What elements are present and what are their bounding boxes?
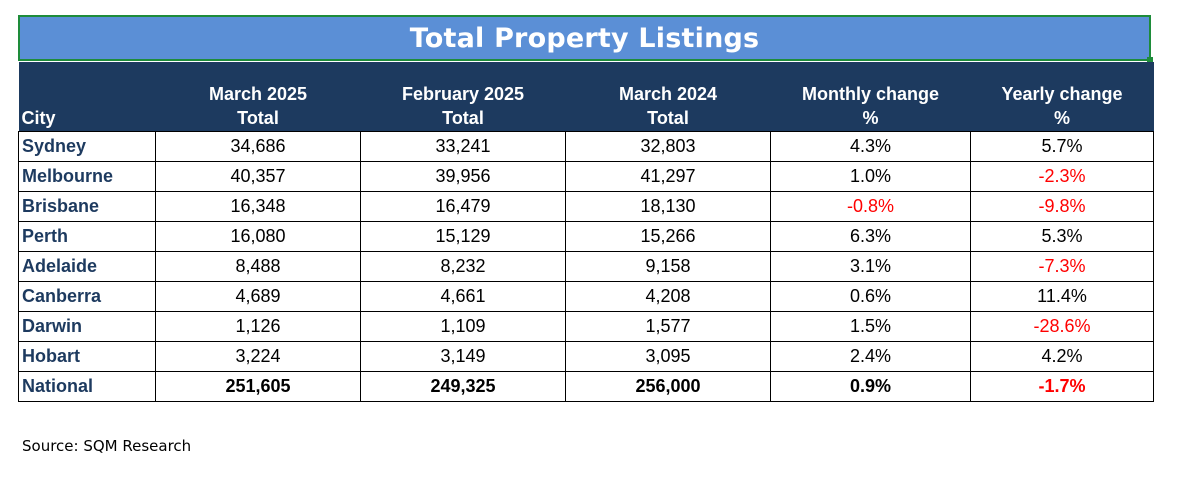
cell-march-2025[interactable]: 16,348 bbox=[155, 191, 361, 222]
cell-yearly-change[interactable]: 11.4% bbox=[970, 281, 1154, 312]
cell-march-2024[interactable]: 18,130 bbox=[565, 191, 771, 222]
cell-yearly-change[interactable]: 5.7% bbox=[970, 131, 1154, 162]
cell-city[interactable]: Brisbane bbox=[18, 191, 156, 222]
header-yearly-change: Yearly change % bbox=[970, 62, 1154, 132]
cell-city[interactable]: Adelaide bbox=[18, 251, 156, 282]
cell-city[interactable]: Darwin bbox=[18, 311, 156, 342]
cell-monthly-change[interactable]: 6.3% bbox=[770, 221, 971, 252]
cell-march-2025[interactable]: 34,686 bbox=[155, 131, 361, 162]
cell-yearly-change[interactable]: -2.3% bbox=[970, 161, 1154, 192]
cell-monthly-change[interactable]: 2.4% bbox=[770, 341, 971, 372]
header-city: City bbox=[18, 62, 156, 132]
cell-monthly-change[interactable]: 1.0% bbox=[770, 161, 971, 192]
cell-march-2025[interactable]: 251,605 bbox=[155, 371, 361, 402]
header-february-2025-line1: February 2025 bbox=[401, 84, 525, 104]
cell-city[interactable]: Hobart bbox=[18, 341, 156, 372]
cell-yearly-change[interactable]: 5.3% bbox=[970, 221, 1154, 252]
header-march-2025-line2: Total bbox=[237, 108, 279, 128]
header-yearly-change-line2: % bbox=[1053, 108, 1070, 128]
cell-february-2025[interactable]: 249,325 bbox=[360, 371, 566, 402]
table-title: Total Property Listings bbox=[409, 22, 760, 54]
cell-february-2025[interactable]: 15,129 bbox=[360, 221, 566, 252]
header-monthly-change: Monthly change % bbox=[770, 62, 971, 132]
header-march-2024-line1: March 2024 bbox=[618, 84, 718, 104]
header-monthly-change-line1: Monthly change bbox=[801, 84, 939, 104]
cell-march-2024[interactable]: 41,297 bbox=[565, 161, 771, 192]
cell-yearly-change[interactable]: 4.2% bbox=[970, 341, 1154, 372]
table-row-brisbane: Brisbane 16,348 16,479 18,130 -0.8% -9.8… bbox=[18, 191, 1154, 222]
cell-march-2024[interactable]: 3,095 bbox=[565, 341, 771, 372]
cell-city[interactable]: Sydney bbox=[18, 131, 156, 162]
cell-city[interactable]: Perth bbox=[18, 221, 156, 252]
cell-monthly-change[interactable]: 3.1% bbox=[770, 251, 971, 282]
table-row-perth: Perth 16,080 15,129 15,266 6.3% 5.3% bbox=[18, 221, 1154, 252]
selection-fill-handle[interactable] bbox=[1147, 57, 1153, 63]
table-row-canberra: Canberra 4,689 4,661 4,208 0.6% 11.4% bbox=[18, 281, 1154, 312]
cell-march-2024[interactable]: 1,577 bbox=[565, 311, 771, 342]
cell-city[interactable]: Canberra bbox=[18, 281, 156, 312]
cell-monthly-change[interactable]: 0.6% bbox=[770, 281, 971, 312]
cell-yearly-change[interactable]: -1.7% bbox=[970, 371, 1154, 402]
cell-february-2025[interactable]: 3,149 bbox=[360, 341, 566, 372]
cell-march-2025[interactable]: 4,689 bbox=[155, 281, 361, 312]
cell-february-2025[interactable]: 33,241 bbox=[360, 131, 566, 162]
table-row-darwin: Darwin 1,126 1,109 1,577 1.5% -28.6% bbox=[18, 311, 1154, 342]
cell-yearly-change[interactable]: -7.3% bbox=[970, 251, 1154, 282]
cell-february-2025[interactable]: 1,109 bbox=[360, 311, 566, 342]
cell-monthly-change[interactable]: 1.5% bbox=[770, 311, 971, 342]
table-row-sydney: Sydney 34,686 33,241 32,803 4.3% 5.7% bbox=[18, 131, 1154, 162]
table-title-bar[interactable]: Total Property Listings bbox=[18, 15, 1153, 63]
cell-monthly-change[interactable]: 0.9% bbox=[770, 371, 971, 402]
cell-monthly-change[interactable]: 4.3% bbox=[770, 131, 971, 162]
header-february-2025-line2: Total bbox=[442, 108, 484, 128]
cell-yearly-change[interactable]: -28.6% bbox=[970, 311, 1154, 342]
cell-yearly-change[interactable]: -9.8% bbox=[970, 191, 1154, 222]
header-monthly-change-line2: % bbox=[862, 108, 879, 128]
header-row: City March 2025 Total February 2025 Tota… bbox=[18, 62, 1154, 132]
cell-february-2025[interactable]: 8,232 bbox=[360, 251, 566, 282]
table-row-national: National 251,605 249,325 256,000 0.9% -1… bbox=[18, 371, 1154, 402]
header-march-2024: March 2024 Total bbox=[565, 62, 771, 132]
cell-february-2025[interactable]: 16,479 bbox=[360, 191, 566, 222]
table-row-adelaide: Adelaide 8,488 8,232 9,158 3.1% -7.3% bbox=[18, 251, 1154, 282]
table-row-melbourne: Melbourne 40,357 39,956 41,297 1.0% -2.3… bbox=[18, 161, 1154, 192]
table-row-hobart: Hobart 3,224 3,149 3,095 2.4% 4.2% bbox=[18, 341, 1154, 372]
header-march-2024-line2: Total bbox=[647, 108, 689, 128]
cell-monthly-change[interactable]: -0.8% bbox=[770, 191, 971, 222]
cell-march-2025[interactable]: 40,357 bbox=[155, 161, 361, 192]
header-march-2025: March 2025 Total bbox=[155, 62, 361, 132]
cell-march-2024[interactable]: 32,803 bbox=[565, 131, 771, 162]
cell-march-2024[interactable]: 9,158 bbox=[565, 251, 771, 282]
cell-city[interactable]: Melbourne bbox=[18, 161, 156, 192]
header-march-2025-line1: March 2025 bbox=[208, 84, 308, 104]
cell-february-2025[interactable]: 39,956 bbox=[360, 161, 566, 192]
cell-march-2025[interactable]: 1,126 bbox=[155, 311, 361, 342]
cell-march-2024[interactable]: 256,000 bbox=[565, 371, 771, 402]
cell-march-2025[interactable]: 3,224 bbox=[155, 341, 361, 372]
cell-city[interactable]: National bbox=[18, 371, 156, 402]
cell-march-2024[interactable]: 15,266 bbox=[565, 221, 771, 252]
source-note: Source: SQM Research bbox=[22, 437, 192, 455]
cell-march-2025[interactable]: 16,080 bbox=[155, 221, 361, 252]
header-february-2025: February 2025 Total bbox=[360, 62, 566, 132]
header-yearly-change-line1: Yearly change bbox=[1001, 84, 1123, 104]
cell-march-2025[interactable]: 8,488 bbox=[155, 251, 361, 282]
listings-table: City March 2025 Total February 2025 Tota… bbox=[18, 62, 1154, 402]
cell-march-2024[interactable]: 4,208 bbox=[565, 281, 771, 312]
cell-february-2025[interactable]: 4,661 bbox=[360, 281, 566, 312]
